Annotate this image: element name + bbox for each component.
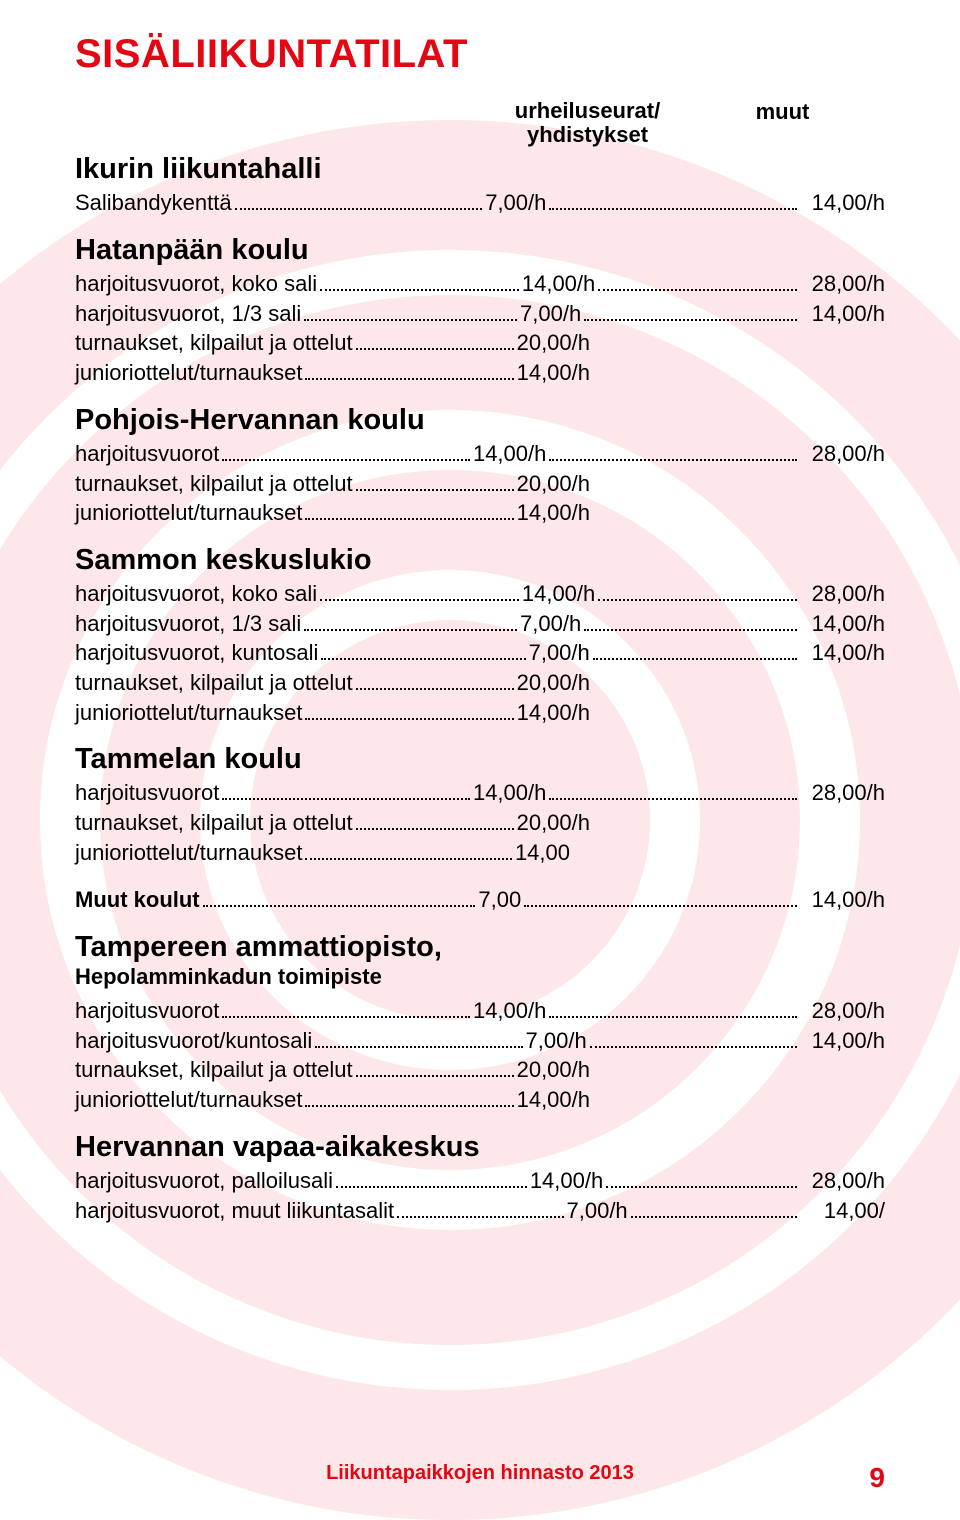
price-row: turnaukset, kilpailut ja ottelut20,00/h — [75, 469, 590, 499]
col-sports-1: urheiluseurat/ — [515, 98, 660, 123]
price-row: Salibandykenttä7,00/h14,00/h — [75, 188, 885, 218]
price-row: harjoitusvuorot, koko sali14,00/h28,00/h — [75, 269, 885, 299]
price-row: junioriottelut/turnaukset14,00/h — [75, 698, 590, 728]
price-row: harjoitusvuorot14,00/h28,00/h — [75, 439, 885, 469]
price-row: junioriottelut/turnaukset 14,00/h — [75, 1085, 590, 1115]
section-ikurin: Ikurin liikuntahalli — [75, 153, 885, 186]
price-row: harjoitusvuorot, koko sali14,00/h28,00/h — [75, 579, 885, 609]
page-title: SISÄLIIKUNTATILAT — [75, 32, 885, 77]
section-pohjois: Pohjois-Hervannan koulu — [75, 404, 885, 437]
section-sammon: Sammon keskuslukio — [75, 544, 885, 577]
col-other: muut — [695, 99, 870, 147]
price-row: junioriottelut/turnaukset14,00 — [75, 838, 570, 868]
section-tammelan: Tammelan koulu — [75, 743, 885, 776]
section-hervannan: Hervannan vapaa-aikakeskus — [75, 1131, 885, 1164]
section-tampere-sub: Hepolamminkadun toimipiste — [75, 964, 885, 990]
page-footer: Liikuntapaikkojen hinnasto 2013 9 — [0, 1462, 960, 1485]
price-row: harjoitusvuorot, muut liikuntasalit7,00/… — [75, 1196, 885, 1226]
section-hatanpaa: Hatanpään koulu — [75, 234, 885, 267]
price-row: turnaukset, kilpailut ja ottelut20,00/h — [75, 808, 590, 838]
price-row-muut: Muut koulut7,0014,00/h — [75, 885, 885, 915]
price-row: junioriottelut/turnaukset14,00/h — [75, 498, 590, 528]
footer-text: Liikuntapaikkojen hinnasto 2013 — [326, 1462, 634, 1485]
price-row: turnaukset, kilpailut ja ottelut20,00/h — [75, 668, 590, 698]
price-row: turnaukset, kilpailut ja ottelut20,00/h — [75, 1055, 590, 1085]
price-row: harjoitusvuorot, 1/3 sali7,00/h14,00/h — [75, 299, 885, 329]
price-row: harjoitusvuorot, kuntosali7,00/h14,00/h — [75, 638, 885, 668]
price-row: harjoitusvuorot, palloilusali14,00/h28,0… — [75, 1166, 885, 1196]
price-row: harjoitusvuorot, 1/3 sali7,00/h14,00/h — [75, 609, 885, 639]
price-row: harjoitusvuorot14,00/h28,00/h — [75, 778, 885, 808]
page-number: 9 — [869, 1462, 885, 1494]
price-row: harjoitusvuorot/kuntosali7,00/h14,00/h — [75, 1026, 885, 1056]
section-tampere: Tampereen ammattiopisto, — [75, 931, 885, 964]
price-row: junioriottelut/turnaukset14,00/h — [75, 358, 590, 388]
column-headers: urheiluseurat/ yhdistykset muut — [75, 99, 885, 147]
col-sports-2: yhdistykset — [527, 122, 648, 147]
price-row: turnaukset, kilpailut ja ottelut20,00/h — [75, 328, 590, 358]
price-row: harjoitusvuorot14,00/h28,00/h — [75, 996, 885, 1026]
